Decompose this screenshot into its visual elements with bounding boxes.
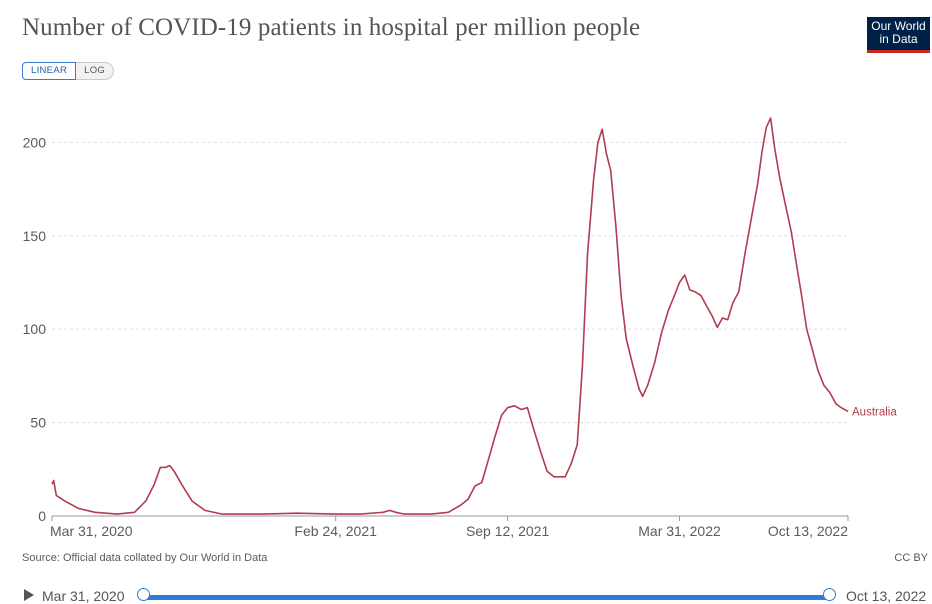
chart-title: Number of COVID-19 patients in hospital … — [22, 14, 641, 41]
y-tick-label: 100 — [23, 321, 47, 337]
x-tick-label: Feb 24, 2021 — [294, 523, 377, 539]
x-tick-label: Mar 31, 2020 — [50, 523, 133, 539]
timeline-end-label: Oct 13, 2022 — [846, 588, 927, 604]
logo-line-2: in Data — [879, 32, 918, 46]
scale-toggle: LINEAR LOG — [22, 62, 115, 80]
x-tick-label: Mar 31, 2022 — [638, 523, 721, 539]
y-tick-label: 0 — [38, 508, 46, 524]
license-link[interactable]: CC BY — [894, 552, 928, 564]
timeline-track[interactable] — [144, 595, 830, 600]
x-tick-label: Oct 13, 2022 — [768, 523, 848, 539]
log-scale-button[interactable]: LOG — [76, 62, 115, 80]
linear-scale-button[interactable]: LINEAR — [22, 62, 77, 80]
series-line-australia[interactable] — [51, 117, 849, 515]
x-axis-tick-labels: Mar 31, 2020 Feb 24, 2021 Sep 12, 2021 Mar … — [50, 523, 848, 539]
x-tick-label: Sep 12, 2021 — [466, 523, 550, 539]
timeline-end-handle[interactable] — [823, 588, 836, 601]
timeline-start-handle[interactable] — [137, 588, 150, 601]
series-layer: Australia — [51, 117, 897, 515]
logo-line-1: Our World — [871, 19, 926, 33]
owid-logo[interactable]: Our World in Data — [867, 17, 930, 53]
timeline: Mar 31, 2020 Oct 13, 2022 — [0, 584, 932, 604]
y-axis-tick-labels: 0 50 100 150 200 — [23, 134, 47, 524]
y-tick-label: 50 — [30, 415, 46, 431]
source-note: Source: Official data collated by Our Wo… — [22, 552, 268, 564]
timeline-start-label: Mar 31, 2020 — [42, 588, 125, 604]
grid-lines — [52, 141, 848, 424]
x-axis-ticks — [51, 516, 849, 521]
y-tick-label: 150 — [23, 228, 47, 244]
play-icon[interactable] — [24, 589, 34, 601]
y-tick-label: 200 — [23, 134, 47, 150]
series-label-australia[interactable]: Australia — [852, 406, 897, 418]
